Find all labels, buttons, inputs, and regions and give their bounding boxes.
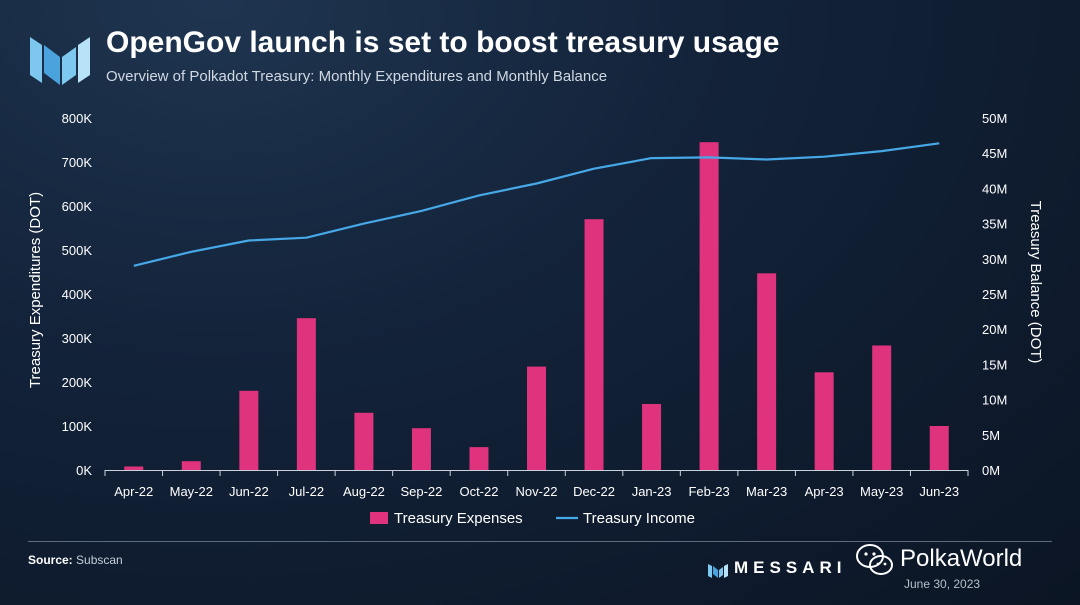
source-value: Subscan — [76, 553, 123, 567]
bar-treasury-expenses — [469, 447, 489, 470]
x-tick-label: Apr-22 — [114, 484, 153, 499]
x-tick-label: Dec-22 — [573, 484, 615, 499]
y-left-tick-label: 400K — [62, 287, 93, 302]
bar-treasury-expenses — [354, 412, 374, 470]
brand-text: MESSARI — [734, 558, 847, 577]
legend-label-expenses: Treasury Expenses — [394, 510, 523, 527]
y-left-tick-label: 700K — [62, 155, 93, 170]
x-tick-label: Jan-23 — [632, 484, 672, 499]
bar-treasury-expenses — [814, 372, 834, 470]
line-treasury-income — [133, 142, 940, 267]
legend-swatch-expenses — [370, 512, 388, 524]
messari-mark-icon — [708, 564, 728, 578]
source-note: Source: Subscan — [28, 553, 123, 567]
y-right-tick-label: 40M — [982, 181, 1007, 196]
x-tick-label: Jul-22 — [289, 484, 324, 499]
legend-label-income: Treasury Income — [583, 510, 695, 527]
y-left-tick-label: 800K — [62, 111, 93, 126]
plot-group: 0K 100K 200K 300K 400K 500K 600K 700K 800K 0M 5M 10… — [27, 111, 1044, 527]
page-subtitle: Overview of Polkadot Treasury: Monthly E… — [106, 68, 608, 85]
source-label: Source: — [28, 553, 73, 567]
x-tick-label: Nov-22 — [516, 484, 558, 499]
bar-treasury-expenses — [239, 390, 259, 470]
bar-treasury-expenses — [642, 404, 662, 470]
bar-treasury-expenses — [929, 426, 949, 470]
bar-treasury-expenses — [872, 345, 892, 470]
bar-treasury-expenses — [757, 273, 777, 470]
x-tick-label: Sep-22 — [400, 484, 442, 499]
brand-wordmark: MESSARI — [734, 558, 846, 578]
bar-treasury-expenses — [699, 142, 719, 470]
x-tick-label: Apr-23 — [805, 484, 844, 499]
x-tick-label: Feb-23 — [688, 484, 729, 499]
y-left-tick-label: 300K — [62, 331, 93, 346]
y-right-tick-label: 10M — [982, 393, 1007, 408]
bar-treasury-expenses — [584, 219, 604, 470]
x-tick-label: Jun-23 — [919, 484, 959, 499]
publish-date: June 30, 2023 — [904, 577, 981, 591]
bar-treasury-expenses — [124, 466, 144, 470]
y-left-tick-label: 500K — [62, 243, 93, 258]
y-left-axis-label: Treasury Expenditures (DOT) — [27, 192, 44, 388]
y-left-tick-label: 100K — [62, 419, 93, 434]
y-right-tick-label: 15M — [982, 357, 1007, 372]
y-right-tick-label: 50M — [982, 111, 1007, 126]
watermark-text: PolkaWorld — [900, 545, 1023, 572]
x-tick-label: Aug-22 — [343, 484, 385, 499]
bar-treasury-expenses — [527, 366, 546, 470]
messari-logo-icon — [30, 37, 90, 85]
y-left-tick-label: 200K — [62, 375, 93, 390]
footer-divider — [28, 541, 1052, 542]
y-left-tick-label: 600K — [62, 199, 93, 214]
y-right-tick-label: 0M — [982, 463, 1000, 478]
x-tick-label: May-23 — [860, 484, 903, 499]
bar-treasury-expenses — [296, 318, 316, 470]
x-tick-label: Oct-22 — [459, 484, 498, 499]
y-right-tick-label: 35M — [982, 217, 1007, 232]
y-right-tick-label: 25M — [982, 287, 1007, 302]
bar-treasury-expenses — [181, 461, 201, 470]
y-right-tick-label: 45M — [982, 146, 1007, 161]
bar-treasury-expenses — [411, 428, 431, 470]
x-tick-label: Mar-23 — [746, 484, 787, 499]
x-tick-label: May-22 — [170, 484, 213, 499]
y-right-tick-label: 30M — [982, 252, 1007, 267]
wechat-icon — [856, 544, 893, 575]
page-title: OpenGov launch is set to boost treasury … — [106, 26, 780, 59]
y-right-tick-label: 20M — [982, 322, 1007, 337]
y-left-tick-label: 0K — [76, 463, 92, 478]
x-tick-label: Jun-22 — [229, 484, 269, 499]
y-right-axis-label: Treasury Balance (DOT) — [1027, 201, 1044, 364]
y-right-tick-label: 5M — [982, 428, 1000, 443]
